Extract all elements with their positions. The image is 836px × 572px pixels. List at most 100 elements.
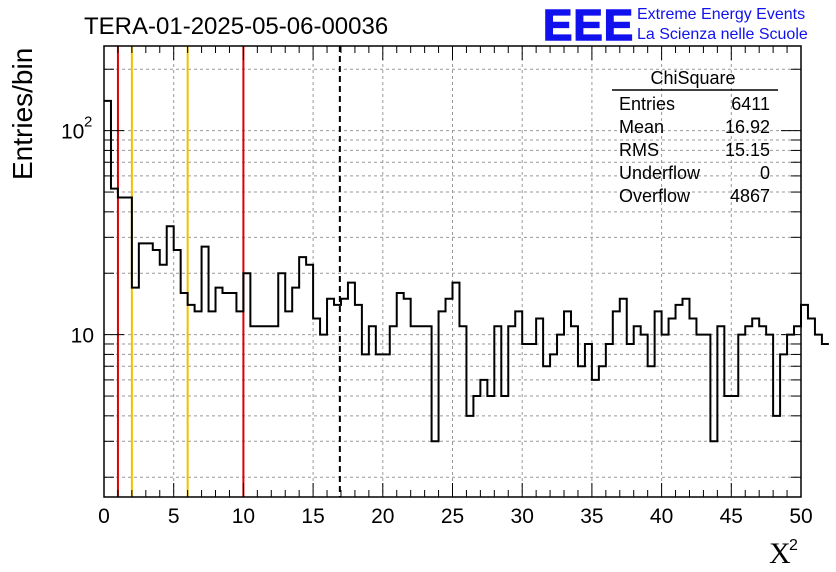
histogram-bin bbox=[299, 257, 306, 497]
histogram-bin bbox=[745, 326, 752, 497]
histogram-bin bbox=[480, 380, 487, 497]
histogram-bin bbox=[432, 441, 439, 497]
histogram-bin bbox=[209, 311, 216, 497]
histogram-bin bbox=[801, 305, 808, 497]
histogram-bin bbox=[236, 311, 243, 497]
histogram-bin bbox=[494, 326, 501, 497]
histogram-bin bbox=[627, 344, 634, 497]
histogram-bin bbox=[411, 326, 418, 497]
histogram-bin bbox=[683, 299, 690, 497]
histogram-bin bbox=[466, 416, 473, 497]
histogram-bin bbox=[285, 311, 292, 497]
logo-line-1: Extreme Energy Events bbox=[637, 6, 805, 23]
histogram-bin bbox=[564, 311, 571, 497]
x-tick-label: 50 bbox=[789, 505, 812, 528]
histogram-bin bbox=[222, 293, 229, 497]
eee-logo: EEE Extreme Energy Events La Scienza nel… bbox=[542, 0, 808, 51]
histogram-bin bbox=[696, 335, 703, 497]
x-tick-label: 25 bbox=[441, 505, 464, 528]
histogram-bin bbox=[710, 441, 717, 497]
x-tick-label: 20 bbox=[371, 505, 394, 528]
histogram-bin bbox=[717, 326, 724, 497]
histogram-bin bbox=[599, 366, 606, 497]
histogram-bin bbox=[167, 226, 174, 497]
y-tick-label-exponent: 2 bbox=[84, 114, 92, 131]
histogram-bin bbox=[529, 344, 536, 497]
histogram-bin bbox=[578, 366, 585, 497]
histogram-bin bbox=[278, 273, 285, 497]
histogram-bin bbox=[334, 305, 341, 497]
histogram-bin bbox=[271, 326, 278, 497]
histogram-bin bbox=[111, 189, 118, 497]
histogram-bin bbox=[634, 326, 641, 497]
histogram-bin bbox=[250, 326, 257, 497]
x-tick-label: 35 bbox=[580, 505, 603, 528]
histogram-bin bbox=[766, 335, 773, 497]
histogram-bars bbox=[104, 99, 829, 497]
stats-row-label: Mean bbox=[619, 117, 664, 137]
histogram-bin bbox=[320, 335, 327, 497]
stats-row-value: 16.92 bbox=[725, 117, 770, 137]
stats-box: ChiSquare Entries 6411 Mean 16.92 RMS 15.15 Un… bbox=[612, 68, 778, 206]
vertical-marker-lines bbox=[116, 46, 341, 497]
histogram-bin bbox=[453, 283, 460, 497]
x-axis-title: X 2 bbox=[769, 537, 798, 570]
histogram-bin bbox=[536, 318, 543, 497]
x-tick-label: 15 bbox=[301, 505, 324, 528]
histogram-bin bbox=[188, 305, 195, 497]
histogram-bin bbox=[292, 288, 299, 497]
histogram-bin bbox=[313, 318, 320, 497]
histogram-bin bbox=[195, 311, 202, 497]
histogram-bin bbox=[543, 366, 550, 497]
histogram-bin bbox=[327, 299, 334, 497]
histogram-bin bbox=[773, 416, 780, 497]
histogram-bin bbox=[669, 318, 676, 497]
x-tick-label: 5 bbox=[168, 505, 180, 528]
histogram-bin bbox=[794, 326, 801, 497]
histogram-bin bbox=[655, 311, 662, 497]
histogram-bin bbox=[376, 354, 383, 497]
x-axis-title-superscript: 2 bbox=[789, 537, 798, 554]
histogram-bin bbox=[780, 354, 787, 497]
stats-row-label: RMS bbox=[619, 140, 659, 160]
histogram-bin bbox=[752, 318, 759, 497]
histogram-bin bbox=[132, 288, 139, 497]
histogram-bin bbox=[118, 198, 125, 497]
histogram-bin bbox=[216, 288, 223, 497]
histogram-bin bbox=[446, 299, 453, 497]
histogram-bin bbox=[174, 250, 181, 497]
histogram-bin bbox=[125, 198, 132, 497]
histogram-bin bbox=[181, 293, 188, 497]
x-tick-label: 40 bbox=[650, 505, 673, 528]
histogram-bin bbox=[383, 354, 390, 497]
histogram-bin bbox=[341, 299, 348, 497]
histogram-outline bbox=[104, 99, 829, 443]
histogram-bin bbox=[571, 326, 578, 497]
histogram-bin bbox=[487, 396, 494, 497]
histogram-bin bbox=[592, 380, 599, 497]
histogram-bin bbox=[348, 283, 355, 497]
histogram-bin bbox=[515, 311, 522, 497]
stats-row-value: 6411 bbox=[731, 94, 770, 114]
y-axis-title: Entries/bin bbox=[7, 48, 38, 180]
histogram-bin bbox=[648, 366, 655, 497]
histogram-bin bbox=[139, 243, 146, 497]
histogram-bin bbox=[146, 243, 153, 497]
histogram-bin bbox=[229, 293, 236, 497]
histogram-bin bbox=[160, 265, 167, 497]
x-tick-label: 0 bbox=[98, 505, 110, 528]
histogram-bin bbox=[508, 326, 515, 497]
histogram-bin bbox=[473, 396, 480, 497]
histogram-bin bbox=[676, 305, 683, 497]
stats-rows: Entries 6411 Mean 16.92 RMS 15.15 Underflow 0 Ov… bbox=[619, 94, 770, 206]
stats-row-value: 0 bbox=[760, 163, 770, 183]
x-tick-label: 10 bbox=[232, 505, 255, 528]
histogram-bin bbox=[104, 101, 111, 497]
logo-line-2: La Scienza nelle Scuole bbox=[637, 26, 808, 43]
histogram-bin bbox=[703, 335, 710, 497]
histogram-bin bbox=[557, 335, 564, 497]
histogram-bin bbox=[243, 273, 250, 497]
histogram-bin bbox=[724, 396, 731, 497]
histogram-bin bbox=[731, 396, 738, 497]
